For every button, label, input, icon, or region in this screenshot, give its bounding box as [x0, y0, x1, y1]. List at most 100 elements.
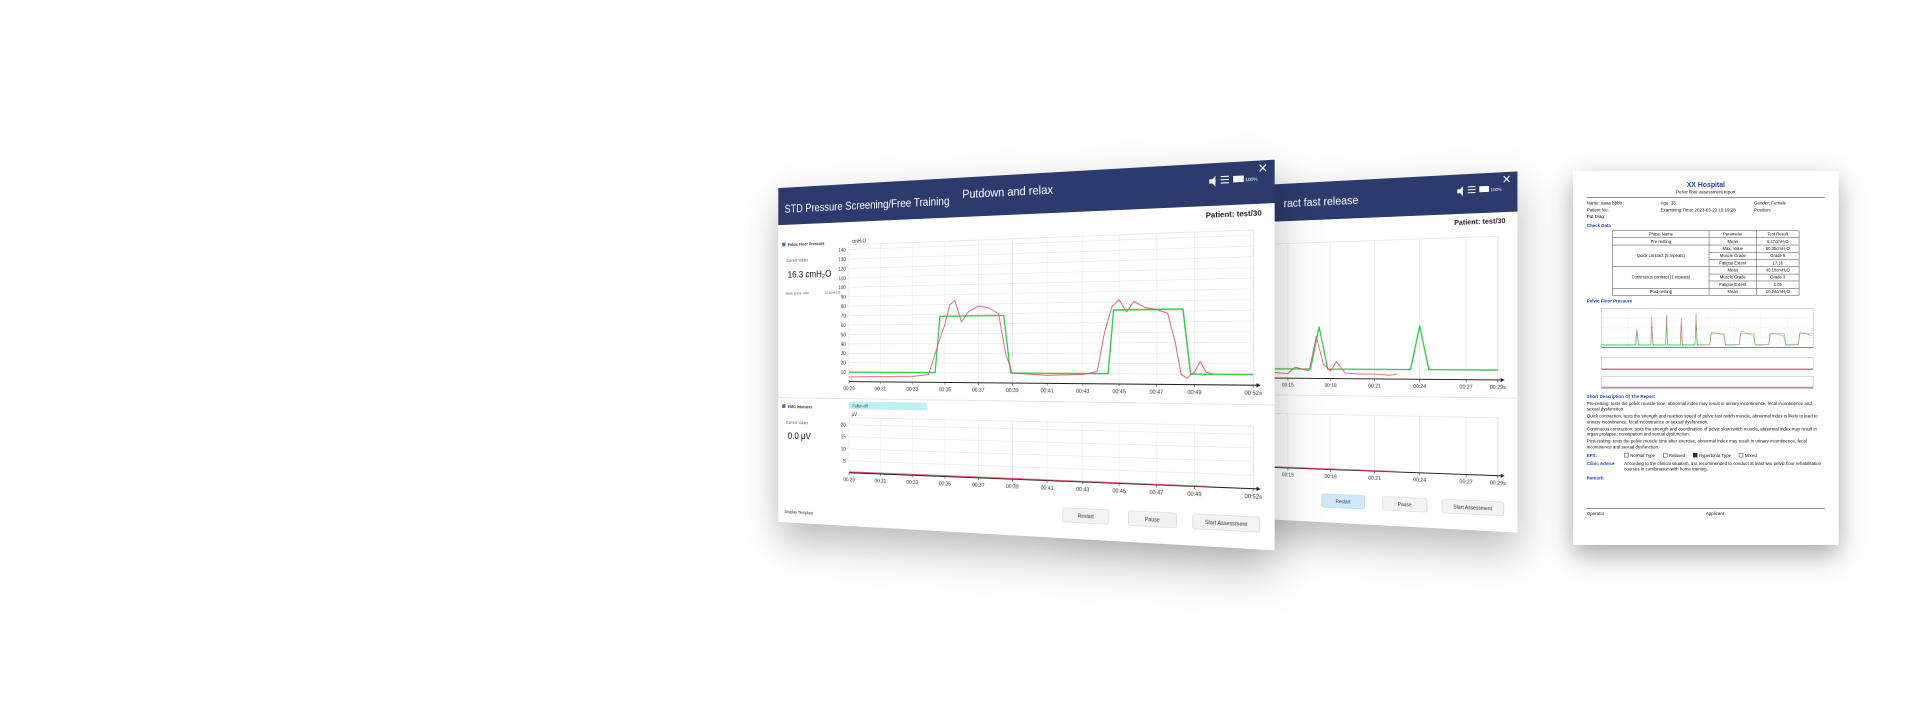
y-tick-label: 30	[841, 351, 846, 357]
efs-option-text: Normal Type	[1630, 452, 1656, 458]
x-tick-label: 00:47	[1149, 389, 1163, 396]
y-tick-label: 50	[841, 332, 846, 338]
phase-title: Putdown and relax	[962, 184, 1053, 202]
battery-icon	[1479, 185, 1490, 193]
button[interactable]: Restart	[1063, 508, 1109, 525]
description-text: Continuous contraction: tests the streng…	[1586, 426, 1817, 437]
x-tick-label: 00:43	[1076, 486, 1089, 493]
battery-icon	[1233, 175, 1244, 183]
y-tick-label: 110	[839, 276, 846, 282]
mini-pressure-chart	[1601, 307, 1814, 348]
x-tick-label: 00:18	[1325, 473, 1338, 479]
result-cell: Grade 5	[1756, 252, 1800, 260]
y-tick-label: 100	[838, 285, 846, 291]
button-label: Restart	[1078, 513, 1095, 521]
applicant-label: Applicant	[1705, 510, 1725, 516]
button[interactable]: Pause	[1128, 511, 1176, 528]
y-tick-label: 20	[841, 422, 846, 428]
result-cell: 17.16	[1756, 259, 1800, 267]
table-header-cell: Parameter	[1708, 230, 1757, 239]
patient-info: Name: aaaa bbbb Age: 35 Gender: Female P…	[1587, 200, 1825, 220]
phase-title: ract fast release	[1284, 195, 1359, 211]
y-tick-label: 120	[838, 266, 846, 272]
x-tick-label: 00:29s	[1490, 480, 1507, 486]
button-label: Pause	[1145, 516, 1160, 524]
title-bar	[778, 159, 1275, 226]
result-cell: 6.47cmH₂O	[1756, 237, 1800, 246]
report-subtitle: Pelvic floor assessment report	[1586, 189, 1825, 198]
y-tick-label: 15	[841, 434, 846, 440]
x-tick-label: 00:49	[1187, 491, 1201, 498]
mini-emg-chart	[1601, 375, 1814, 389]
y-tick-label: 40	[841, 342, 846, 348]
x-tick-label: 00:27	[1460, 479, 1474, 485]
panel-label: Pelvic Floor Pressure	[788, 241, 825, 247]
button[interactable]: Restart	[1322, 494, 1365, 509]
x-tick-label: 00:52s	[1245, 390, 1263, 397]
phase-cell: Post-resting	[1612, 287, 1710, 296]
x-tick-label: 00:27	[1460, 384, 1474, 390]
description-text: Pre-resting: tests the pelvic muscle ton…	[1586, 401, 1812, 412]
x-tick-label: 00:15	[1282, 472, 1294, 478]
efs-option: Relaxed	[1662, 452, 1686, 459]
x-tick-label: 00:24	[1413, 383, 1426, 389]
template-button[interactable]: Display Template	[785, 509, 814, 516]
efs-option: Normal Type	[1624, 452, 1656, 459]
x-tick-label: 00:43	[1076, 388, 1089, 395]
report-page: XX Hospital Pelvic floor assessment repo…	[1573, 171, 1839, 545]
parameter-cell: Muscle Grade	[1708, 273, 1757, 282]
efs-option-text: Relaxed	[1668, 452, 1686, 458]
x-tick-label: 00:37	[972, 482, 985, 489]
button-label: Start Assessment	[1205, 519, 1248, 528]
table-header-cell: Test Result	[1756, 230, 1800, 239]
x-tick-label: 00:41	[1041, 388, 1054, 395]
x-tick-label: 00:31	[875, 386, 887, 392]
button[interactable]: Pause	[1383, 496, 1427, 512]
button[interactable]: Start Assessment	[1442, 499, 1504, 516]
y-tick-label: 10	[841, 370, 846, 376]
info-field: Position:	[1754, 207, 1772, 213]
x-tick-label: 00:33	[906, 387, 918, 393]
x-tick-label: 00:39	[1006, 388, 1019, 395]
result-cell: 1.05	[1756, 280, 1800, 289]
button[interactable]: Start Assessment	[1193, 514, 1260, 532]
y-tick-label: 90	[841, 295, 846, 301]
x-tick-label: 00:18	[1325, 383, 1338, 389]
result-table: Phase Name Parameter Test Result Pre-restin…	[1612, 230, 1800, 296]
training-window-front: STD Pressure Screening/Free Training Putd…	[778, 159, 1275, 551]
info-field: Age: 35	[1660, 200, 1676, 206]
y-axis-label: cmH₂O	[852, 238, 867, 245]
parameter-cell: Mean	[1708, 287, 1757, 296]
parameter-cell: Mean	[1708, 237, 1757, 246]
x-tick-label: 00:45	[1112, 389, 1126, 396]
button-label: Pause	[1398, 501, 1412, 507]
y-tick-label: 5	[843, 458, 846, 464]
info-field: Pat.Diag:	[1586, 214, 1605, 220]
base-value: 11.6cmH₂O	[825, 290, 841, 294]
x-tick-label: 00:47	[1149, 489, 1163, 496]
y-tick-label: 140	[838, 247, 846, 253]
x-tick-label: 00:24	[1413, 477, 1426, 483]
advice-row: Clinic Advice According to the clinical …	[1587, 461, 1825, 472]
x-tick-label: 00:21	[1368, 475, 1381, 481]
x-tick-label: 00:37	[972, 387, 985, 394]
info-field: Patient No:	[1586, 207, 1609, 213]
panel-icon	[782, 404, 786, 408]
x-tick-label: 00:35	[939, 481, 951, 488]
x-tick-label: 00:31	[875, 478, 887, 485]
phase-cell: Pre-resting	[1612, 237, 1710, 246]
button-label: Restart	[1336, 499, 1352, 505]
efs-label: EFS:	[1586, 452, 1597, 458]
y-tick-label: 80	[841, 304, 846, 310]
y-tick-label: 60	[841, 323, 846, 329]
plot-area	[849, 418, 1253, 489]
info-field: Name: aaaa bbbb	[1586, 200, 1622, 206]
result-cell: Grade 3	[1756, 273, 1800, 282]
phase-cell: Continuous contract (1 repeats)	[1612, 266, 1710, 289]
advice-label: Clinic Advice	[1586, 461, 1615, 467]
advice-text: According to the clinical situation, it …	[1624, 461, 1822, 472]
table-row: Pre-resting Mean 6.47cmH₂O	[1612, 237, 1800, 246]
current-label: Current Values	[786, 257, 808, 263]
plot-area	[849, 230, 1253, 385]
